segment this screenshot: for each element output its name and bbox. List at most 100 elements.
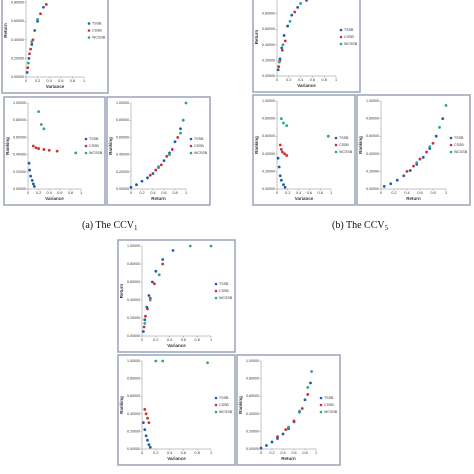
data-point [259,446,263,450]
y-tick-label: 0.20000 [246,429,259,433]
data-point [154,359,158,363]
x-tick-label: 0.8 [195,338,200,342]
legend-label: WCSSB [219,296,233,300]
x-tick-label: 1 [330,191,332,195]
y-tick-label: 0.20000 [116,170,129,174]
data-point [42,148,46,151]
y-tick-label: 0.40000 [127,298,140,302]
legend-swatch [189,144,193,148]
data-point [276,435,279,439]
x-tick-label: 0.8 [430,191,435,195]
data-point [37,110,40,113]
data-point [143,428,147,432]
legend-label: WCSSB [194,151,208,155]
data-point [153,282,156,286]
data-point [428,145,432,149]
y-tick-label: 0.00000 [262,187,275,191]
x-tick-label: 0 [25,79,27,83]
data-point [30,179,34,182]
caption: (b) The CCV5 [332,220,389,231]
data-point [285,154,289,157]
legend-label: TSSB [324,396,334,400]
y-tick-label: 0.20000 [127,316,140,320]
y-tick-label: 1.00000 [366,99,379,103]
data-point [276,68,280,72]
data-point [282,183,285,187]
x-tick-label: 0.8 [318,191,323,195]
data-point [42,5,45,9]
data-point [184,101,188,105]
caption-text: (a) The CCV [82,220,135,231]
legend-label: TSSB [219,396,229,400]
data-point [415,161,419,165]
panel-frame [236,354,341,466]
data-point [146,438,149,442]
legend-swatch [339,35,343,39]
x-tick-label: 0.8 [70,79,75,83]
x-axis-label: Return [151,196,166,201]
data-point [143,318,147,322]
x-tick-label: 0.6 [57,191,62,195]
y-tick-label: 0.00000 [246,447,259,451]
data-point [148,298,152,302]
data-point [28,168,31,172]
data-point [444,104,448,107]
legend-label: TSSB [339,136,349,140]
legend-label: CSSB [219,289,229,293]
data-point [277,165,281,169]
data-point [326,134,330,138]
data-point [31,182,35,186]
y-tick-label: 0.20000 [127,429,140,433]
data-point [209,244,213,248]
data-point [39,123,43,126]
x-axis-label: Return [281,456,296,461]
caption-text: (b) The CCV [332,220,385,231]
data-point [298,409,301,413]
y-tick-label: 1.00000 [116,101,129,105]
legend-swatch [339,42,343,46]
data-point [288,20,292,23]
data-point [287,425,290,429]
x-tick-label: 0.8 [322,78,327,82]
data-point [34,146,38,150]
data-point [42,127,46,131]
panel-frame [356,94,471,206]
data-point [144,434,148,438]
y-axis-label: Ranking [358,136,363,154]
y-tick-label: 0.60000 [116,135,129,139]
data-point [276,156,280,160]
y-tick-label: 1.00000 [127,359,140,363]
data-point [171,249,175,252]
x-tick-label: 0.6 [161,191,166,195]
data-point [146,416,149,420]
x-tick-label: 0.4 [167,338,172,342]
data-point [31,144,35,148]
x-axis-label: Return [406,196,421,201]
y-tick-label: 0.20000 [262,58,275,62]
data-point [154,168,158,172]
x-tick-label: 0 [260,451,262,455]
data-point [162,159,166,163]
data-point [284,428,288,432]
data-point [28,52,31,56]
data-point [173,140,177,144]
data-point [296,5,300,9]
legend-label: CSSB [454,143,464,147]
y-tick-label: 0.60000 [127,394,140,398]
y-tick-label: 0.00000 [366,187,379,191]
data-point [29,174,33,178]
data-point [306,386,310,389]
data-point [181,118,185,122]
x-tick-label: 1 [83,79,85,83]
legend-label: CSSB [219,403,229,407]
data-point [277,65,281,69]
data-point [389,182,393,186]
data-point [425,150,428,154]
data-point [281,43,285,47]
data-point [300,407,304,410]
data-point [441,117,445,120]
y-tick-label: 0.00000 [13,187,26,191]
data-point [129,185,133,189]
x-tick-label: 0 [141,451,143,455]
legend-swatch [214,296,218,300]
